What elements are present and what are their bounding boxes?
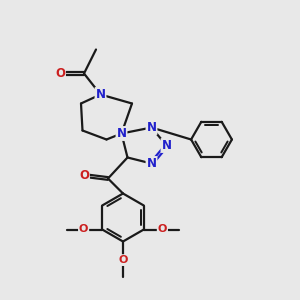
Text: N: N bbox=[116, 127, 127, 140]
Text: O: O bbox=[55, 67, 65, 80]
Text: O: O bbox=[118, 255, 128, 265]
Text: N: N bbox=[161, 139, 172, 152]
Text: N: N bbox=[146, 157, 157, 170]
Text: O: O bbox=[158, 224, 167, 235]
Text: N: N bbox=[146, 121, 157, 134]
Text: N: N bbox=[95, 88, 106, 101]
Text: O: O bbox=[79, 169, 89, 182]
Text: O: O bbox=[79, 224, 88, 235]
